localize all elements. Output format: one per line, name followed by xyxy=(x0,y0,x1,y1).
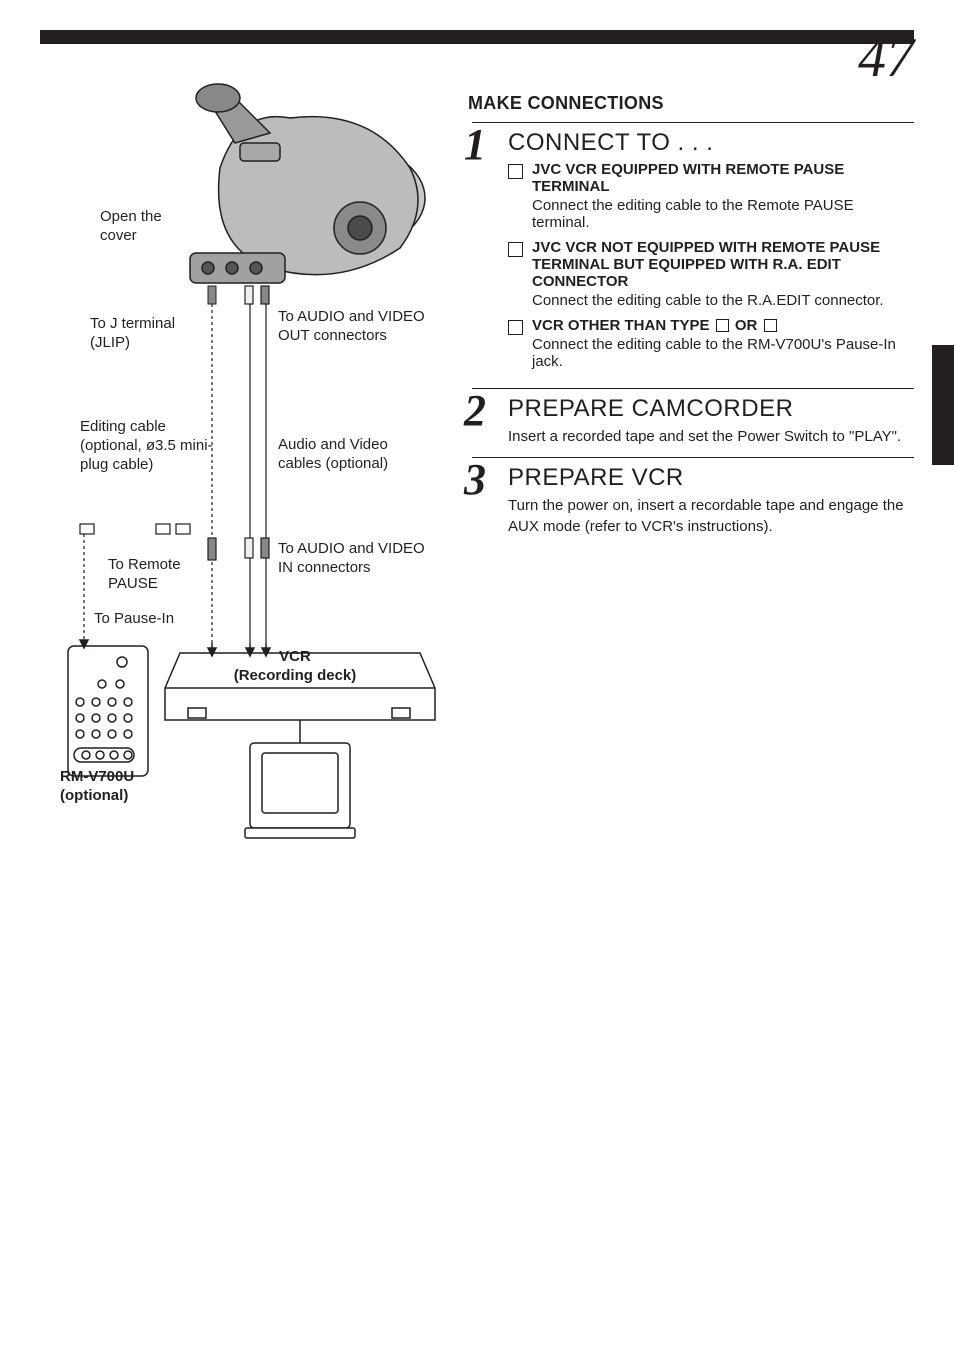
option-b-title: JVC VCR NOT EQUIPPED WITH REMOTE PAUSE T… xyxy=(532,239,914,290)
label-to-av-in: To AUDIO and VIDEO IN connectors xyxy=(278,540,428,578)
inline-box-2 xyxy=(764,319,777,332)
option-a-body: Connect the editing cable to the Remote … xyxy=(532,197,914,231)
option-c-mid: OR xyxy=(735,317,758,334)
label-remote-model: RM-V700U (optional) xyxy=(60,768,170,806)
step-1: 1 CONNECT TO . . . JVC VCR EQUIPPED WITH… xyxy=(472,122,914,388)
inline-box-1 xyxy=(716,319,729,332)
label-to-av-out: To AUDIO and VIDEO OUT connectors xyxy=(278,308,428,346)
label-av-cables: Audio and Video cables (optional) xyxy=(278,436,428,474)
step-2-heading: PREPARE CAMCORDER xyxy=(508,395,914,423)
instructions-column: MAKE CONNECTIONS 1 CONNECT TO . . . JVC … xyxy=(468,48,914,547)
option-c-title: VCR OTHER THAN TYPE OR xyxy=(532,317,914,334)
side-thumb-tab xyxy=(932,345,954,465)
label-editing-cable: Editing cable (optional, ø3.5 mini-plug … xyxy=(80,418,220,474)
step-2-body: Insert a recorded tape and set the Power… xyxy=(508,427,914,447)
vcr-text-2: (Recording deck) xyxy=(234,667,357,684)
step-3-body: Turn the power on, insert a recordable t… xyxy=(508,496,914,537)
label-to-remote-pause: To Remote PAUSE xyxy=(108,556,208,594)
label-to-pause-in: To Pause-In xyxy=(94,610,204,629)
section-title: MAKE CONNECTIONS xyxy=(468,93,914,114)
option-c-prefix: VCR OTHER THAN TYPE xyxy=(532,317,710,334)
step-2-number: 2 xyxy=(464,389,486,433)
label-open-cover: Open the cover xyxy=(100,208,190,246)
option-a-title: JVC VCR EQUIPPED WITH REMOTE PAUSE TERMI… xyxy=(532,161,914,195)
step-1-options: JVC VCR EQUIPPED WITH REMOTE PAUSE TERMI… xyxy=(508,161,914,370)
page-number: 47 xyxy=(858,26,914,90)
option-a: JVC VCR EQUIPPED WITH REMOTE PAUSE TERMI… xyxy=(508,161,914,231)
step-3-number: 3 xyxy=(464,458,486,502)
option-b: JVC VCR NOT EQUIPPED WITH REMOTE PAUSE T… xyxy=(508,239,914,309)
option-c-body: Connect the editing cable to the RM-V700… xyxy=(532,336,914,370)
step-2: 2 PREPARE CAMCORDER Insert a recorded ta… xyxy=(472,388,914,457)
option-b-body: Connect the editing cable to the R.A.EDI… xyxy=(532,292,914,309)
top-black-bar xyxy=(40,30,914,44)
label-to-j-terminal: To J terminal (JLIP) xyxy=(90,315,200,353)
remote-optional-text: (optional) xyxy=(60,787,128,804)
step-1-number: 1 xyxy=(464,123,486,167)
connection-diagram: Open the cover To J terminal (JLIP) To A… xyxy=(40,48,440,547)
option-c: VCR OTHER THAN TYPE OR Connect the editi… xyxy=(508,317,914,370)
step-1-heading: CONNECT TO . . . xyxy=(508,129,914,157)
step-3: 3 PREPARE VCR Turn the power on, insert … xyxy=(472,457,914,547)
vcr-text-1: VCR xyxy=(279,648,311,665)
label-vcr: VCR (Recording deck) xyxy=(220,648,370,686)
remote-model-text: RM-V700U xyxy=(60,768,134,785)
step-3-heading: PREPARE VCR xyxy=(508,464,914,492)
